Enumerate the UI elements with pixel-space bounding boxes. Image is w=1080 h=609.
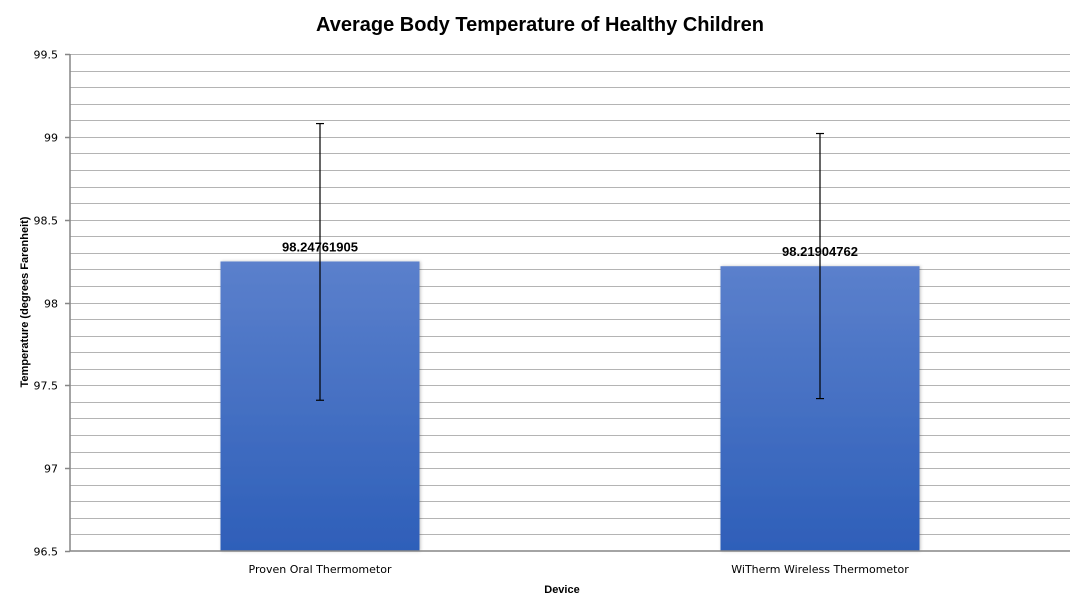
gridlines bbox=[70, 54, 1070, 535]
axes bbox=[65, 53, 1070, 553]
y-tick-label: 97.5 bbox=[34, 380, 59, 393]
data-label: 98.21904762 bbox=[782, 244, 858, 259]
x-category-label: WiTherm Wireless Thermometor bbox=[731, 563, 909, 576]
y-axis-title: Temperature (degrees Farenheit) bbox=[19, 216, 31, 387]
bars: 98.24761905 98.21904762 bbox=[220, 122, 920, 551]
x-category-labels: Proven Oral Thermometor WiTherm Wireless … bbox=[249, 563, 910, 576]
x-axis-title: Device bbox=[544, 584, 579, 596]
y-tick-label: 97 bbox=[44, 463, 58, 476]
data-label: 98.24761905 bbox=[282, 239, 358, 254]
y-tick-label: 96.5 bbox=[34, 546, 59, 559]
y-tick-label: 98.5 bbox=[34, 215, 59, 228]
y-tick-label: 98 bbox=[44, 298, 58, 311]
y-tick-label: 99.5 bbox=[34, 49, 59, 62]
x-category-label: Proven Oral Thermometor bbox=[249, 563, 392, 576]
y-tick-label: 99 bbox=[44, 132, 58, 145]
y-tick-labels: 96.5 97 97.5 98 98.5 99 99.5 bbox=[34, 49, 59, 559]
chart-title: Average Body Temperature of Healthy Chil… bbox=[316, 14, 764, 36]
